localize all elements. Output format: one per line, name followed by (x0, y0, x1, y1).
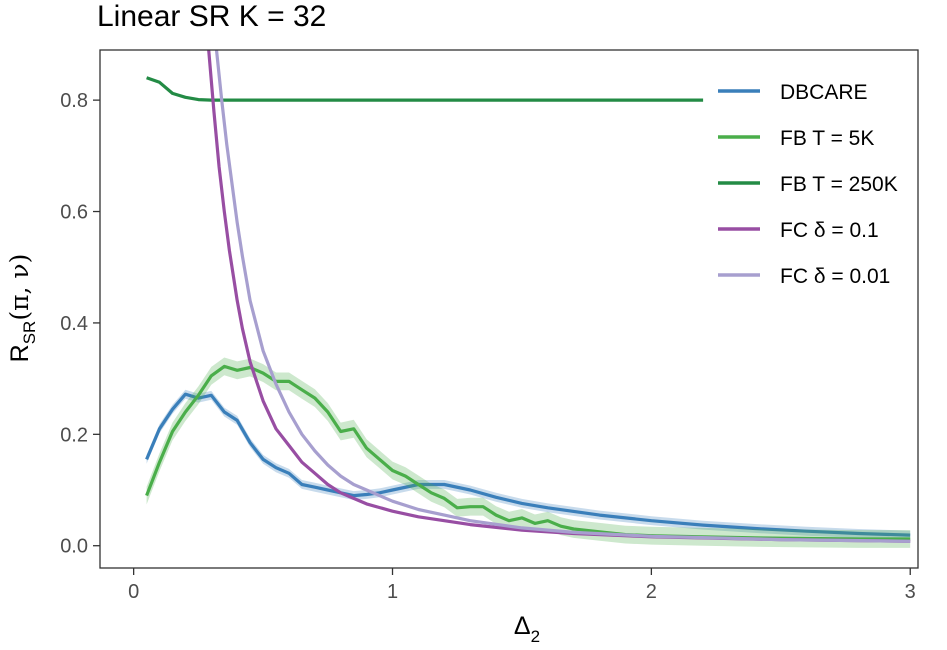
y-tick-label: 0.2 (60, 424, 88, 446)
legend-label-1: DBCARE (780, 81, 868, 104)
legend-label-2: FB T = 5K (780, 127, 874, 150)
series-3-line (146, 76, 704, 102)
x-axis-label-subscript: 2 (531, 627, 540, 646)
y-tick-label: 0.0 (60, 536, 88, 558)
series-4-line (207, 50, 911, 543)
y-tick-label: 0.4 (60, 313, 88, 335)
legend-label-4: FC δ = 0.1 (780, 219, 879, 242)
y-tick-label: 0.6 (60, 202, 88, 224)
chart-title: Linear SR K = 32 (97, 0, 326, 33)
y-axis-label-main: R (6, 344, 34, 362)
x-tick-label: 3 (905, 581, 916, 603)
series-2-line (145, 364, 911, 541)
legend: DBCARE FB T = 5K FB T = 250K FC δ = 0.1 FC δ… (718, 81, 898, 288)
y-axis-label-suffix: (π, ν) (5, 254, 34, 321)
plot-area (145, 50, 911, 548)
legend-label-5: FC δ = 0.01 (780, 265, 890, 288)
x-tick-label: 1 (387, 581, 398, 603)
y-axis-label: RSR(π, ν) (5, 254, 39, 363)
legend-label-3: FB T = 250K (780, 173, 898, 196)
axes: 0 1 2 3 0.0 0.2 0.4 0.6 0.8 (60, 90, 916, 603)
series-5-line (214, 50, 911, 543)
y-axis-label-subscript: SR (20, 321, 39, 345)
x-tick-label: 0 (128, 581, 139, 603)
x-tick-label: 2 (646, 581, 657, 603)
series-1-line (145, 392, 911, 537)
plot-panel-border (99, 49, 919, 569)
x-axis-label-main: Δ (514, 612, 531, 640)
y-tick-label: 0.8 (60, 90, 88, 112)
x-axis-label: Δ2 (514, 612, 540, 646)
